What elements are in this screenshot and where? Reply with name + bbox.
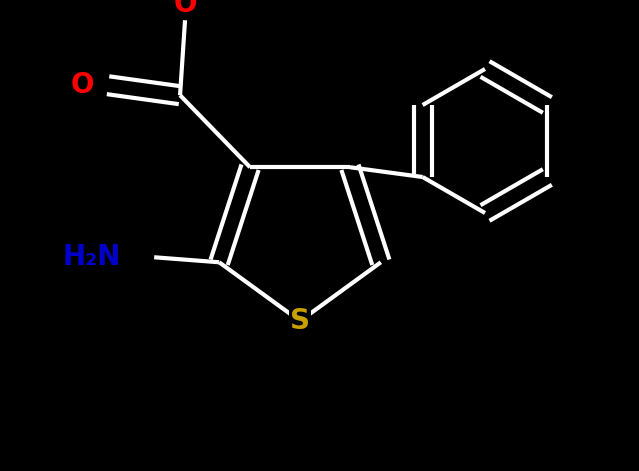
Text: O: O: [173, 0, 197, 18]
Text: O: O: [70, 71, 94, 99]
Text: H₂N: H₂N: [63, 243, 121, 271]
Text: S: S: [290, 307, 310, 335]
